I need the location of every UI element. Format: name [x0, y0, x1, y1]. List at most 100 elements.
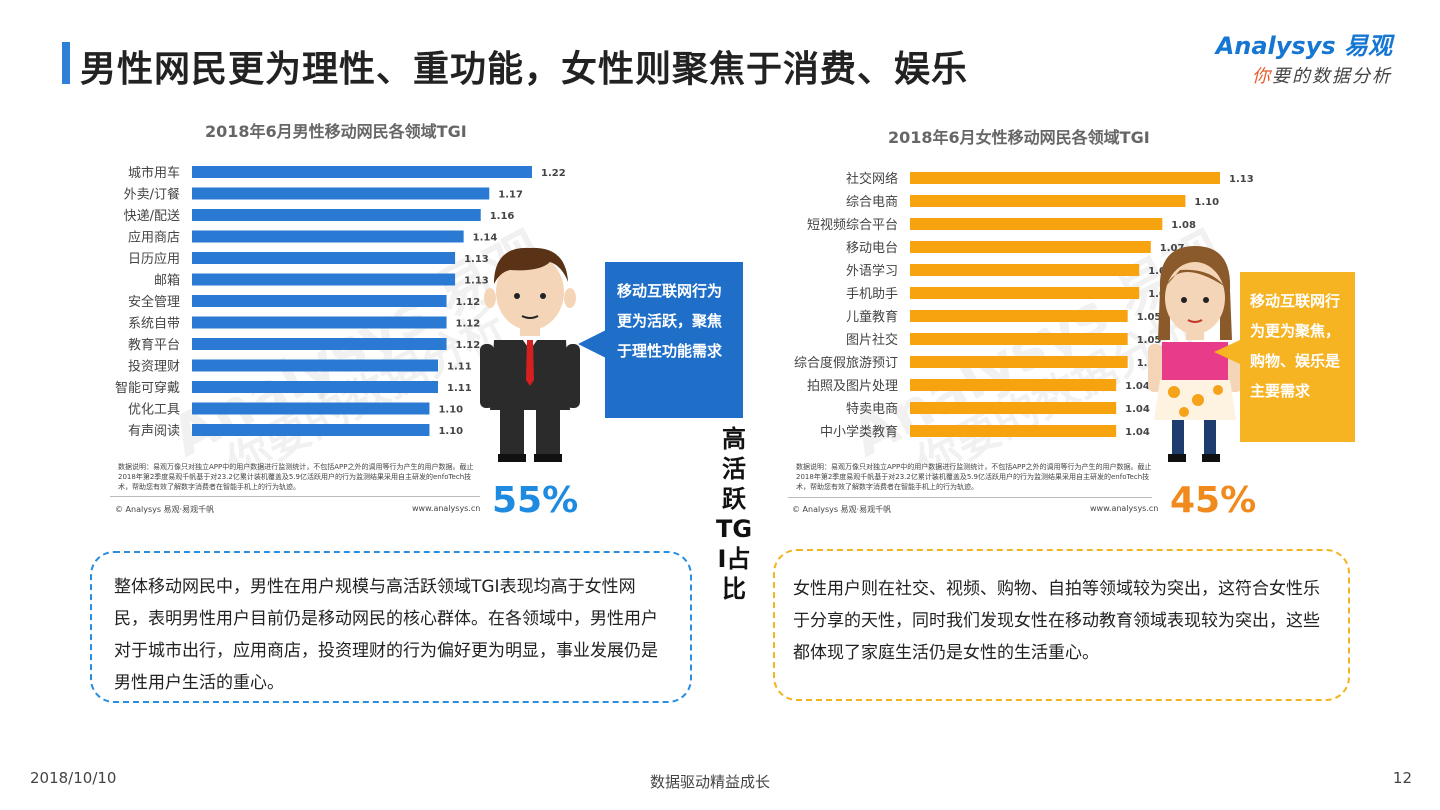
value-label: 1.04	[1125, 427, 1150, 438]
bar	[192, 187, 490, 200]
bar	[910, 241, 1151, 253]
female-chart-source: © Analysys 易观·易观千帆	[792, 505, 892, 514]
male-figure-illustration	[480, 247, 580, 462]
bar	[910, 195, 1186, 207]
category-label: 图片社交	[846, 332, 898, 348]
female-callout: 移动互联网行为更为聚焦，购物、娱乐是主要需求	[1240, 272, 1355, 442]
category-label: 社交网络	[846, 171, 898, 187]
footer-slogan: 数据驱动精益成长	[650, 773, 771, 791]
value-label: 1.06	[1148, 266, 1173, 277]
male-callout: 移动互联网行为更为活跃，聚焦于理性功能需求	[605, 262, 743, 418]
female-chart-url: www.analysys.cn	[1090, 504, 1159, 513]
male-chart-source: © Analysys 易观·易观千帆	[115, 505, 215, 514]
category-label: 智能可穿戴	[115, 380, 180, 396]
category-label: 应用商店	[128, 230, 180, 246]
logo-tagline-rest: 要的数据分析	[1272, 66, 1392, 87]
bar	[192, 402, 430, 415]
bar	[910, 402, 1117, 414]
category-label: 手机助手	[846, 287, 898, 302]
bar	[910, 287, 1140, 299]
male-summary-textbox: 整体移动网民中，男性在用户规模与高活跃领域TGI表现均高于女性网民，表明男性用户…	[90, 551, 692, 703]
bar	[192, 295, 447, 307]
value-label: 1.17	[498, 190, 523, 201]
female-chart-title: 2018年6月女性移动网民各领域TGI	[888, 128, 1150, 147]
female-figure-illustration	[1148, 246, 1242, 462]
category-label: 拍照及图片处理	[807, 379, 898, 394]
value-label: 1.07	[1160, 243, 1185, 254]
value-label: 1.10	[438, 426, 463, 437]
female-callout-tail	[1214, 340, 1240, 364]
category-label: 日历应用	[128, 251, 180, 267]
bar	[192, 381, 438, 393]
category-label: 综合电商	[846, 195, 898, 210]
category-label: 特卖电商	[846, 402, 898, 417]
female-percentage: 45%	[1170, 480, 1257, 521]
male-chart-note: 数据说明：易观万像只对独立APP中的用户数据进行监测统计，不包括APP之外的调用…	[118, 463, 474, 491]
male-chart-title: 2018年6月男性移动网民各领域TGI	[205, 122, 467, 141]
category-label: 综合度假旅游预订	[794, 355, 898, 371]
value-label: 1.13	[1229, 174, 1254, 185]
bar	[910, 310, 1128, 322]
value-label: 1.05	[1137, 312, 1162, 323]
bar	[192, 359, 438, 372]
bar	[192, 338, 447, 350]
female-summary-textbox: 女性用户则在社交、视频、购物、自拍等领域较为突出，这符合女性乐于分享的天性，同时…	[773, 549, 1350, 701]
female-chart-note: 数据说明：易观万像只对独立APP中的用户数据进行监测统计，不包括APP之外的调用…	[796, 463, 1152, 491]
male-chart-divider	[110, 496, 480, 497]
category-label: 邮箱	[154, 273, 180, 289]
footer-date: 2018/10/10	[30, 769, 117, 787]
value-label: 1.08	[1171, 220, 1196, 231]
category-label: 教育平台	[128, 337, 180, 353]
bar	[910, 172, 1220, 184]
value-label: 1.11	[447, 383, 472, 394]
value-label: 1.12	[456, 340, 481, 351]
male-tgi-chart: 城市用车 1.22 外卖/订餐 1.17 快递/配送 1.16 应用商店 1.14 日历应用 1.…	[115, 165, 566, 439]
male-chart-url: www.analysys.cn	[412, 504, 481, 513]
value-label: 1.13	[464, 254, 489, 265]
analysys-logo: Analysys 易观 你要的数据分析	[1192, 26, 1392, 96]
bar	[192, 424, 430, 436]
female-chart-divider	[788, 497, 1152, 498]
bar	[192, 209, 481, 221]
bar	[192, 230, 464, 243]
value-label: 1.04	[1125, 404, 1150, 415]
value-label: 1.05	[1137, 335, 1162, 346]
logo-brand: Analysys 易观	[1215, 32, 1392, 60]
bar	[910, 356, 1128, 368]
value-label: 1.10	[438, 405, 463, 416]
value-label: 1.11	[447, 362, 472, 373]
value-label: 1.14	[473, 233, 498, 244]
category-label: 投资理财	[128, 359, 180, 375]
value-label: 1.10	[1194, 197, 1219, 208]
bar	[192, 316, 447, 329]
category-label: 系统自带	[128, 317, 180, 332]
bar	[192, 252, 456, 264]
high-activity-tgi-label: 高活跃TGI占比	[715, 425, 753, 603]
category-label: 优化工具	[128, 403, 180, 418]
category-label: 儿童教育	[846, 309, 898, 325]
category-label: 快递/配送	[124, 209, 180, 224]
category-label: 外卖/订餐	[124, 187, 180, 203]
value-label: 1.04	[1125, 381, 1150, 392]
bar	[192, 273, 456, 286]
bar	[910, 379, 1117, 391]
logo-tagline-first: 你	[1252, 66, 1272, 87]
value-label: 1.16	[490, 211, 515, 222]
category-label: 移动电台	[846, 241, 898, 256]
value-label: 1.13	[464, 276, 489, 287]
female-tgi-chart: 社交网络 1.13 综合电商 1.10 短视频综合平台 1.08 移动电台 1.07 外语学习 1…	[794, 171, 1254, 440]
bar	[910, 333, 1128, 345]
category-label: 短视频综合平台	[807, 218, 898, 233]
bar	[910, 218, 1163, 230]
category-label: 外语学习	[846, 263, 898, 279]
bar	[910, 425, 1117, 437]
value-label: 1.12	[456, 319, 481, 330]
category-label: 有声阅读	[128, 424, 180, 439]
category-label: 中小学类教育	[820, 424, 898, 440]
value-label: 1.12	[456, 297, 481, 308]
category-label: 城市用车	[128, 165, 180, 181]
male-callout-tail	[578, 330, 606, 358]
logo-tagline: 你要的数据分析	[1252, 62, 1392, 88]
page-title: 男性网民更为理性、重功能，女性则聚焦于消费、娱乐	[80, 49, 969, 90]
bar	[910, 264, 1140, 276]
